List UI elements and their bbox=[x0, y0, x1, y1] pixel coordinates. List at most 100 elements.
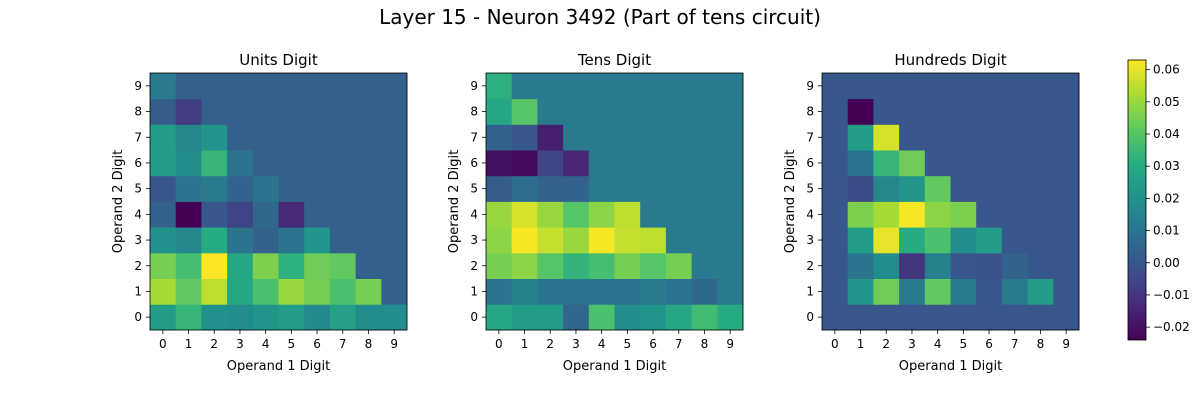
heatmap-cell bbox=[873, 227, 900, 254]
heatmap-cell bbox=[691, 175, 718, 202]
plot-frame bbox=[821, 72, 1080, 331]
heatmap-cell bbox=[1053, 98, 1080, 125]
x-tick-label: 3 bbox=[572, 337, 580, 351]
colorbar-gradient bbox=[1127, 59, 1147, 341]
heatmap-cell bbox=[847, 201, 874, 228]
heatmap-cell bbox=[614, 175, 641, 202]
y-tick-label: 4 bbox=[134, 207, 142, 221]
heatmap-cell bbox=[691, 73, 718, 100]
heatmap-cell bbox=[899, 278, 926, 305]
heatmap-cell bbox=[822, 150, 849, 177]
heatmap-cell bbox=[252, 252, 279, 279]
heatmap-cell bbox=[976, 304, 1003, 331]
heatmap-cell bbox=[563, 98, 590, 125]
heatmap-cell bbox=[150, 175, 177, 202]
heatmap-cell bbox=[537, 227, 564, 254]
heatmap-cell bbox=[201, 201, 228, 228]
x-tick-label: 5 bbox=[288, 337, 296, 351]
heatmap-cell bbox=[227, 150, 254, 177]
x-tick-label: 0 bbox=[159, 337, 167, 351]
heatmap-cell bbox=[899, 175, 926, 202]
heatmap-cell bbox=[227, 98, 254, 125]
heatmap-cell bbox=[329, 124, 356, 151]
heatmap-cell bbox=[537, 150, 564, 177]
heatmap-cell bbox=[1053, 252, 1080, 279]
x-tick-label: 6 bbox=[313, 337, 321, 351]
heatmap-cell bbox=[873, 124, 900, 151]
heatmap-cell bbox=[950, 175, 977, 202]
heatmap-cell bbox=[924, 73, 951, 100]
y-tick-label: 6 bbox=[806, 156, 814, 170]
heatmap-cell bbox=[486, 175, 513, 202]
heatmap-cell bbox=[381, 227, 408, 254]
heatmap-cell bbox=[691, 227, 718, 254]
heatmap-cell bbox=[486, 150, 513, 177]
heatmap-cell bbox=[486, 124, 513, 151]
heatmap-cell bbox=[924, 278, 951, 305]
heatmap-cell bbox=[614, 304, 641, 331]
heatmap-cell bbox=[175, 252, 202, 279]
heatmap-cell bbox=[175, 175, 202, 202]
heatmap-cell bbox=[511, 73, 538, 100]
heatmap-cell bbox=[640, 201, 667, 228]
y-axis-label: Operand 2 Digit bbox=[447, 150, 462, 253]
heatmap-cell bbox=[1027, 252, 1054, 279]
heatmap-cell bbox=[563, 304, 590, 331]
heatmap-cell bbox=[899, 98, 926, 125]
heatmap-cell bbox=[691, 201, 718, 228]
heatmap-cell bbox=[1001, 73, 1028, 100]
y-tick-label: 9 bbox=[134, 79, 142, 93]
heatmap-cell bbox=[381, 278, 408, 305]
heatmap-cell bbox=[924, 252, 951, 279]
heatmap-cell bbox=[899, 124, 926, 151]
heatmap-cell bbox=[304, 252, 331, 279]
x-tick-label: 0 bbox=[831, 337, 839, 351]
heatmap-cell bbox=[175, 304, 202, 331]
heatmap-cell bbox=[201, 98, 228, 125]
y-tick-label: 8 bbox=[134, 105, 142, 119]
y-axis-label: Operand 2 Digit bbox=[111, 150, 126, 253]
colorbar-tick-label: 0.00 bbox=[1153, 256, 1180, 270]
heatmap-cell bbox=[950, 304, 977, 331]
heatmap-cell bbox=[329, 98, 356, 125]
subplot-title: Hundreds Digit bbox=[894, 51, 1006, 69]
heatmap-cell bbox=[175, 150, 202, 177]
heatmap-cell bbox=[717, 150, 744, 177]
heatmap-cell bbox=[847, 304, 874, 331]
heatmap-cell bbox=[924, 150, 951, 177]
heatmap-cell bbox=[201, 227, 228, 254]
heatmap-cell bbox=[1053, 175, 1080, 202]
x-tick-label: 2 bbox=[546, 337, 554, 351]
y-tick-label: 2 bbox=[470, 259, 478, 273]
heatmap-cell bbox=[1053, 150, 1080, 177]
heatmap-cell bbox=[924, 227, 951, 254]
heatmap-cell bbox=[563, 175, 590, 202]
heatmap-cell bbox=[665, 252, 692, 279]
y-tick-label: 3 bbox=[134, 233, 142, 247]
heatmap-cell bbox=[847, 150, 874, 177]
y-tick-label: 5 bbox=[806, 182, 814, 196]
heatmap-cell bbox=[355, 175, 382, 202]
heatmap-cell bbox=[201, 304, 228, 331]
heatmap-cell bbox=[329, 227, 356, 254]
y-tick-label: 1 bbox=[470, 284, 478, 298]
heatmap-cell bbox=[614, 278, 641, 305]
heatmap-cell bbox=[278, 227, 305, 254]
heatmap-cell bbox=[563, 252, 590, 279]
x-tick-label: 8 bbox=[701, 337, 709, 351]
y-tick-label: 8 bbox=[470, 105, 478, 119]
heatmap-cell bbox=[691, 252, 718, 279]
heatmap-cell bbox=[381, 124, 408, 151]
heatmap-cell bbox=[563, 124, 590, 151]
heatmap-panels: Units Digit 0 1 2 3 4 5 6 7 8 9 0 1 2 3 4 5 6 7 8 9 Operand 1… bbox=[111, 51, 1080, 374]
y-tick-label: 3 bbox=[470, 233, 478, 247]
heatmap-cell bbox=[976, 175, 1003, 202]
heatmap-cell bbox=[304, 73, 331, 100]
heatmap-cell bbox=[717, 252, 744, 279]
x-tick-label: 4 bbox=[262, 337, 270, 351]
heatmap-cell bbox=[899, 150, 926, 177]
heatmap-cell bbox=[511, 201, 538, 228]
heatmap-cell bbox=[355, 150, 382, 177]
heatmap-cell bbox=[847, 227, 874, 254]
heatmap-cell bbox=[640, 175, 667, 202]
